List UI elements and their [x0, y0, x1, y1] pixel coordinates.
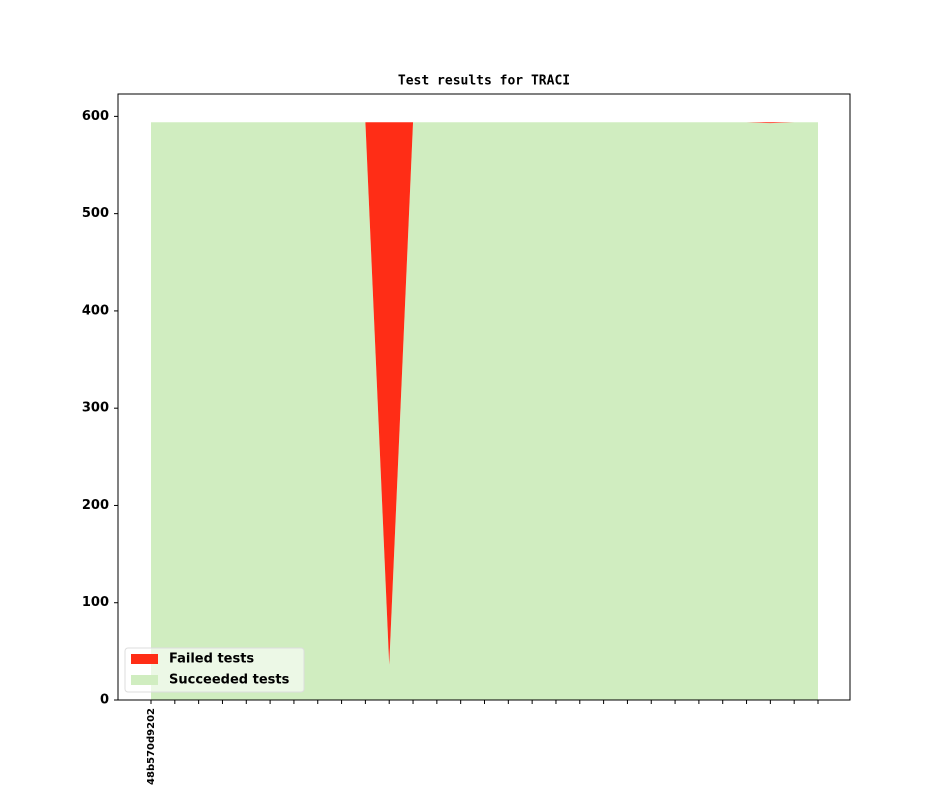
- legend-box: [124, 647, 305, 693]
- y-tick-label: 300: [82, 401, 109, 416]
- y-tick-label: 600: [82, 109, 109, 124]
- area: [151, 122, 818, 700]
- y-tick-label: 200: [82, 498, 109, 513]
- legend-swatch: [131, 654, 158, 664]
- y-tick-label: 500: [82, 206, 109, 221]
- chart-title: Test results for TRACI: [398, 74, 570, 89]
- x-tick-label: 48b570d9202: [146, 708, 157, 785]
- y-tick-label: 100: [82, 595, 109, 610]
- legend-label: Failed tests: [169, 652, 254, 667]
- legend-swatch: [131, 675, 158, 685]
- y-tick-label: 0: [100, 693, 109, 708]
- legend-label: Succeeded tests: [169, 673, 290, 688]
- y-tick-label: 400: [82, 303, 109, 318]
